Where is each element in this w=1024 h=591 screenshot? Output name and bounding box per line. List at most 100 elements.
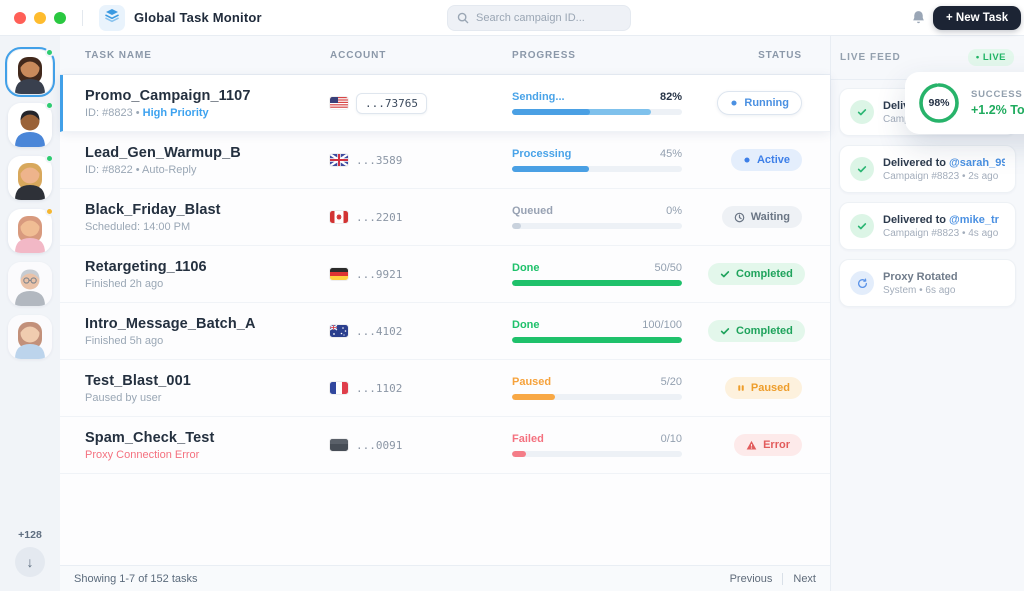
progress-label: Done [512,262,540,274]
column-header-account: ACCOUNT [330,49,387,61]
country-flag-icon [330,325,348,337]
app-logo [99,4,125,31]
task-name-cell: Retargeting_1106 Finished 2h ago [85,259,330,290]
live-feed-title: LIVE FEED [840,52,901,63]
table-row[interactable]: Intro_Message_Batch_A Finished 5h ago ..… [60,303,830,360]
status-cell: Running [708,91,802,115]
task-table-panel: TASK NAME ACCOUNT PROGRESS STATUS Promo_… [60,36,830,591]
account-number: ...3589 [356,153,403,167]
account-avatar-tile[interactable] [8,101,54,147]
account-cell: ...1102 [330,382,512,395]
avatar [8,50,52,94]
status-icon [720,326,730,336]
scroll-down-button[interactable]: ↓ [15,547,45,577]
feed-item-icon [850,100,874,124]
success-rate-delta: +1.2% Today [971,103,1024,117]
task-name: Intro_Message_Batch_A [85,315,256,332]
feed-item-meta: Campaign #8823 • 4s ago [883,227,999,239]
task-subtitle: Finished 2h ago [85,278,330,290]
progress-cell: Paused 5/20 [512,376,682,400]
task-subtitle-text: Paused by user [85,391,162,404]
next-page-link[interactable]: Next [793,572,816,585]
progress-label: Paused [512,376,552,388]
progress-bar [512,451,682,457]
maximize-window-button[interactable] [54,11,66,24]
pagination: Previous Next [729,572,816,585]
avatar-list [5,47,55,368]
status-cell: Completed [708,320,805,342]
feed-item[interactable]: Proxy Rotated System • 6s ago [839,259,1016,307]
feed-item-title: Proxy Rotated [883,271,958,283]
close-window-button[interactable] [14,11,26,24]
table-row[interactable]: Retargeting_1106 Finished 2h ago ...9921… [60,246,830,303]
country-flag-icon [330,268,348,280]
progress-bar-fill [512,394,555,400]
feed-item-username[interactable]: @mike_tr [949,213,999,226]
status-badge[interactable]: Completed [708,263,805,285]
task-subtitle-text: Finished 2h ago [85,277,164,290]
task-name-cell: Test_Blast_001 Paused by user [85,373,330,404]
arrow-down-icon: ↓ [26,554,34,570]
progress-label: Failed [512,433,544,445]
task-subtitle-text: Scheduled: 14:00 PM [85,220,191,233]
task-name-cell: Spam_Check_Test Proxy Connection Error [85,430,330,461]
minimize-window-button[interactable] [34,11,46,24]
topbar-divider [82,9,83,26]
table-row[interactable]: Black_Friday_Blast Scheduled: 14:00 PM .… [60,189,830,246]
avatar [8,262,52,306]
feed-item-username[interactable]: @sarah_99 [949,156,1005,169]
previous-page-link[interactable]: Previous [729,572,773,585]
account-avatar-tile[interactable] [5,47,55,97]
status-label: Waiting [750,211,790,223]
task-subtitle-text: ID: #8823 • [85,106,143,119]
task-name: Promo_Campaign_1107 [85,87,251,104]
account-number: ...2201 [356,210,403,224]
account-cell: ...4102 [330,325,512,338]
account-number: ...0091 [356,438,403,452]
account-avatar-tile[interactable] [8,262,52,306]
status-icon [730,99,738,107]
notifications-bell-icon[interactable] [910,9,927,31]
progress-bar [512,280,682,286]
app-title: Global Task Monitor [134,10,262,25]
feed-item[interactable]: Delivered to @sarah_99 Campaign #8823 • … [839,145,1016,193]
task-subtitle: Proxy Connection Error [85,449,330,461]
progress-label: Done [512,319,540,331]
account-avatar-tile[interactable] [8,207,54,253]
status-badge[interactable]: Active [730,149,802,171]
task-subtitle-text: ID: #8822 • Auto-Reply [85,163,197,176]
feed-item[interactable]: Delivered to @mike_tr Campaign #8823 • 4… [839,202,1016,250]
new-task-button[interactable]: + New Task [933,6,1022,30]
status-dot [45,207,54,216]
progress-label: Sending... [512,91,565,103]
column-header-task-name: TASK NAME [85,49,152,61]
status-icon [734,212,745,223]
task-subtitle: Finished 5h ago [85,335,330,347]
status-cell: Error [708,434,802,456]
avatar [8,103,52,147]
status-badge[interactable]: Error [734,434,802,456]
account-cell: ...9921 [330,268,512,281]
table-row[interactable]: Spam_Check_Test Proxy Connection Error .… [60,417,830,474]
status-badge[interactable]: Running [717,91,802,115]
table-row[interactable]: Lead_Gen_Warmup_B ID: #8822 • Auto-Reply… [60,132,830,189]
feed-item-title-text: Delivered to [883,213,946,226]
progress-bar-inner-fill [512,166,589,172]
task-name-cell: Promo_Campaign_1107 ID: #8823 • High Pri… [85,88,330,119]
table-row[interactable]: Test_Blast_001 Paused by user ...1102 Pa… [60,360,830,417]
search-input[interactable] [476,12,621,24]
pagination-divider [782,572,784,585]
status-badge[interactable]: Paused [724,377,802,399]
account-avatar-tile[interactable] [8,154,54,200]
status-badge[interactable]: Completed [708,320,805,342]
search-box[interactable] [447,5,631,31]
account-avatar-tile[interactable] [8,315,52,359]
success-rate-percent: 98% [928,97,950,109]
progress-label: Queued [512,205,553,217]
table-row[interactable]: Promo_Campaign_1107 ID: #8823 • High Pri… [60,75,830,132]
status-badge[interactable]: Waiting [721,206,802,228]
feed-item-text: Delivered to @mike_tr Campaign #8823 • 4… [883,214,999,239]
avatar [8,156,52,200]
status-label: Error [763,439,790,451]
progress-value: 50/50 [654,262,682,274]
